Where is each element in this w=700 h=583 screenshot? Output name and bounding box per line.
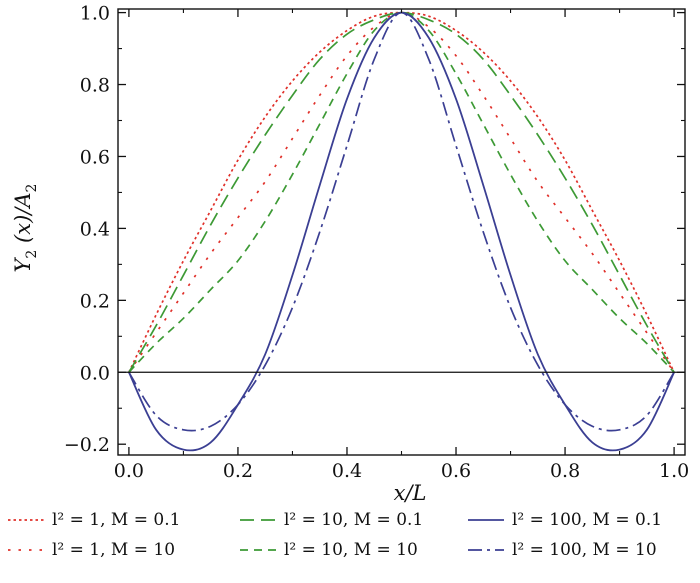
ticks-layer: 0.0 0.2 0.4 0.6 0.8 1.0−0.20.00.20.40.60.81.0 [64, 3, 689, 482]
series-line-2 [128, 11, 675, 373]
legend-item-6: l² = 100, M = 10 [466, 540, 696, 560]
x-tick-label: 1.0 [659, 460, 689, 482]
legend-label: l² = 1, M = 10 [52, 540, 176, 560]
legend-label: l² = 100, M = 0.1 [512, 510, 663, 530]
y-tick-label: −0.2 [64, 434, 110, 456]
legend-swatch [8, 549, 44, 551]
series-line-4 [128, 11, 675, 373]
legend-item-5: l² = 100, M = 0.1 [466, 510, 696, 530]
legend-item-3: l² = 10, M = 0.1 [238, 510, 466, 530]
y-label-sub: 2 [24, 250, 40, 259]
legend-label: l² = 10, M = 10 [284, 540, 418, 560]
legend-label: l² = 100, M = 10 [512, 540, 657, 560]
x-tick-label: 0.4 [332, 460, 362, 482]
plot-frame [117, 8, 686, 456]
x-tick-label: 0.8 [550, 460, 580, 482]
series-layer [128, 11, 675, 452]
series-line-3 [128, 11, 675, 373]
x-tick-label: 0.6 [441, 460, 471, 482]
legend-item-1: l² = 1, M = 0.1 [6, 510, 238, 530]
legend-swatch [240, 549, 276, 551]
legend-item-2: l² = 1, M = 10 [6, 540, 238, 560]
series-line-1 [128, 11, 675, 373]
legend-swatch [468, 549, 504, 551]
legend-label: l² = 10, M = 0.1 [284, 510, 424, 530]
series-line-5 [128, 11, 675, 452]
y-tick-label: 0.6 [80, 146, 110, 168]
chart-canvas: 0.0 0.2 0.4 0.6 0.8 1.0−0.20.00.20.40.60.81.0… [11, 3, 689, 505]
series-line-6 [128, 11, 675, 432]
x-tick-label: 0.0 [114, 460, 144, 482]
x-tick-label: 0.2 [223, 460, 253, 482]
y-tick-label: 1.0 [80, 3, 110, 25]
y-tick-label: 0.8 [80, 75, 110, 97]
legend-swatch [8, 519, 44, 521]
legend-swatch [468, 519, 504, 521]
legend-swatch [240, 519, 276, 521]
x-axis-label: x/L [394, 481, 427, 505]
legend-item-4: l² = 10, M = 10 [238, 540, 466, 560]
legend: l² = 1, M = 0.1 l² = 10, M = 0.1 l² = 100,… [6, 510, 696, 560]
y-tick-label: 0.4 [80, 218, 110, 240]
y-axis-label: Y2 (x)/A2 [11, 184, 40, 273]
y-label-mid: (x)/A [11, 192, 35, 249]
y-tick-label: 0.2 [80, 290, 110, 312]
y-label-main: Y [11, 256, 35, 272]
legend-label: l² = 1, M = 0.1 [52, 510, 181, 530]
y-label-sub2: 2 [24, 184, 40, 193]
y-tick-label: 0.0 [80, 362, 110, 384]
